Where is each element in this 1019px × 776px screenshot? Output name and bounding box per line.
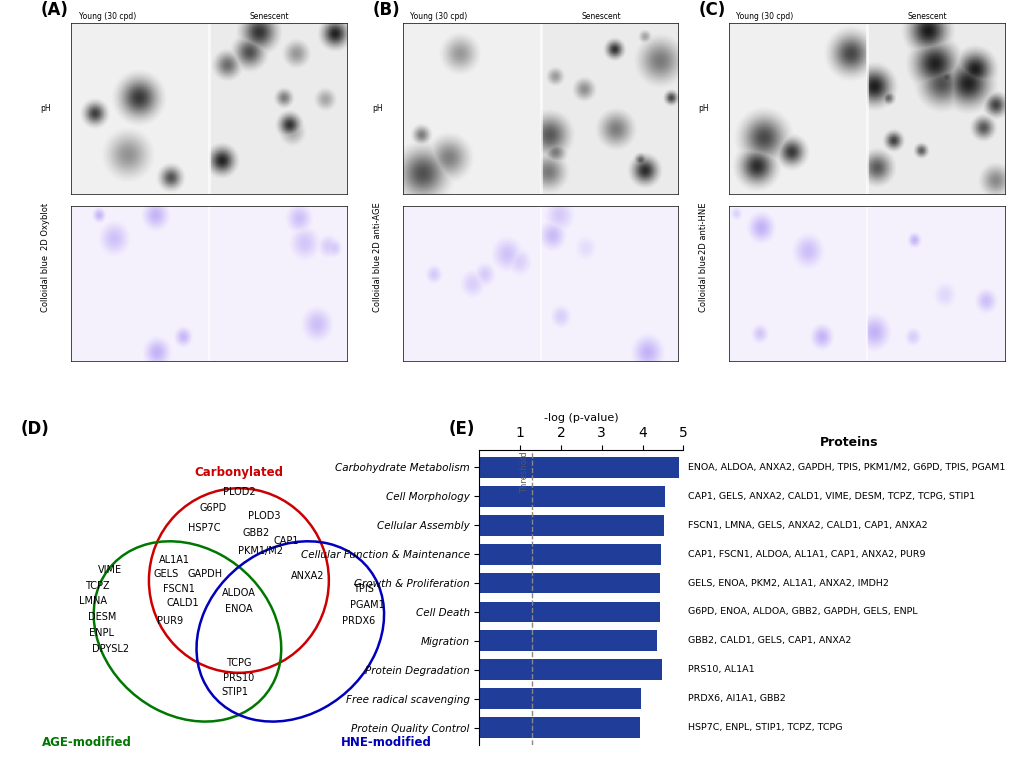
Text: Threshold: Threshold — [520, 452, 529, 494]
Text: CAP1: CAP1 — [273, 536, 299, 546]
Text: (E): (E) — [448, 421, 475, 438]
Text: TCPZ: TCPZ — [86, 580, 110, 591]
Text: 2D anti-AGE: 2D anti-AGE — [373, 203, 381, 253]
Text: PLOD3: PLOD3 — [248, 511, 280, 521]
Text: LMNA: LMNA — [79, 597, 107, 606]
Bar — [479, 544, 660, 565]
Text: FSCN1: FSCN1 — [163, 584, 195, 594]
Text: PRS10, AL1A1: PRS10, AL1A1 — [688, 665, 754, 674]
Text: pH: pH — [372, 104, 382, 113]
Text: PUR9: PUR9 — [157, 615, 183, 625]
Text: PGAM1: PGAM1 — [350, 600, 384, 610]
Bar — [479, 514, 663, 535]
Text: (D): (D) — [20, 421, 49, 438]
Text: Young (30 cpd): Young (30 cpd) — [78, 12, 136, 21]
X-axis label: -log (p-value): -log (p-value) — [543, 413, 619, 423]
Bar — [479, 660, 661, 681]
Text: Senescent: Senescent — [250, 12, 289, 21]
Text: ENOA: ENOA — [225, 605, 253, 615]
Text: GELS, ENOA, PKM2, AL1A1, ANXA2, IMDH2: GELS, ENOA, PKM2, AL1A1, ANXA2, IMDH2 — [688, 579, 889, 587]
Text: TPIS: TPIS — [353, 584, 373, 594]
Text: CALD1: CALD1 — [167, 598, 200, 608]
Text: Proteins: Proteins — [819, 435, 877, 449]
Text: Senescent: Senescent — [907, 12, 947, 21]
Text: Senescent: Senescent — [581, 12, 621, 21]
Text: HSP7C: HSP7C — [189, 523, 221, 533]
Text: Young (30 cpd): Young (30 cpd) — [410, 12, 467, 21]
Bar — [479, 601, 659, 622]
Text: VIME: VIME — [98, 565, 122, 574]
Text: PRS10: PRS10 — [223, 673, 255, 683]
Bar — [479, 688, 640, 709]
Text: pH: pH — [41, 104, 51, 113]
Text: Colloidal blue: Colloidal blue — [373, 255, 381, 312]
Text: G6PD: G6PD — [200, 503, 226, 513]
Text: CAP1, FSCN1, ALDOA, AL1A1, CAP1, ANXA2, PUR9: CAP1, FSCN1, ALDOA, AL1A1, CAP1, ANXA2, … — [688, 549, 925, 559]
Bar — [479, 573, 659, 594]
Text: FSCN1, LMNA, GELS, ANXA2, CALD1, CAP1, ANXA2: FSCN1, LMNA, GELS, ANXA2, CALD1, CAP1, A… — [688, 521, 927, 530]
Text: PLOD2: PLOD2 — [222, 487, 255, 497]
Bar — [479, 486, 664, 507]
Text: TCPG: TCPG — [226, 659, 252, 668]
Text: AGE-modified: AGE-modified — [42, 736, 131, 750]
Text: DPYSL2: DPYSL2 — [92, 644, 128, 654]
Text: G6PD, ENOA, ALDOA, GBB2, GAPDH, GELS, ENPL: G6PD, ENOA, ALDOA, GBB2, GAPDH, GELS, EN… — [688, 608, 917, 616]
Text: 2D Oxyblot: 2D Oxyblot — [42, 203, 50, 250]
Text: Young (30 cpd): Young (30 cpd) — [736, 12, 793, 21]
Text: 2D anti-HNE: 2D anti-HNE — [699, 203, 707, 254]
Text: GAPDH: GAPDH — [186, 570, 222, 580]
Bar — [479, 630, 656, 651]
Text: STIP1: STIP1 — [221, 687, 248, 697]
Text: GBB2, CALD1, GELS, CAP1, ANXA2: GBB2, CALD1, GELS, CAP1, ANXA2 — [688, 636, 851, 646]
Bar — [479, 457, 679, 478]
Text: HNE-modified: HNE-modified — [340, 736, 431, 750]
Bar — [479, 717, 639, 738]
Text: ALDOA: ALDOA — [222, 588, 256, 598]
Text: HSP7C, ENPL, STIP1, TCPZ, TCPG: HSP7C, ENPL, STIP1, TCPZ, TCPG — [688, 723, 842, 732]
Text: DESM: DESM — [88, 612, 116, 622]
Text: Colloidal blue: Colloidal blue — [42, 255, 50, 312]
Text: (B): (B) — [372, 2, 399, 19]
Text: AL1A1: AL1A1 — [159, 555, 190, 565]
Text: GELS: GELS — [153, 570, 178, 580]
Text: GBB2: GBB2 — [243, 528, 269, 538]
Text: ANXA2: ANXA2 — [290, 571, 324, 581]
Text: (A): (A) — [41, 2, 68, 19]
Text: Carbonylated: Carbonylated — [195, 466, 283, 479]
Text: PRDX6, Al1A1, GBB2: PRDX6, Al1A1, GBB2 — [688, 695, 786, 703]
Text: (C): (C) — [698, 2, 726, 19]
Text: Colloidal blue: Colloidal blue — [699, 255, 707, 312]
Text: CAP1, GELS, ANXA2, CALD1, VIME, DESM, TCPZ, TCPG, STIP1: CAP1, GELS, ANXA2, CALD1, VIME, DESM, TC… — [688, 492, 974, 501]
Text: ENPL: ENPL — [90, 629, 114, 638]
Text: pH: pH — [698, 104, 708, 113]
Text: ENOA, ALDOA, ANXA2, GAPDH, TPIS, PKM1/M2, G6PD, TPIS, PGAM1: ENOA, ALDOA, ANXA2, GAPDH, TPIS, PKM1/M2… — [688, 463, 1005, 472]
Text: PKM1/M2: PKM1/M2 — [237, 546, 282, 556]
Text: PRDX6: PRDX6 — [342, 615, 375, 625]
